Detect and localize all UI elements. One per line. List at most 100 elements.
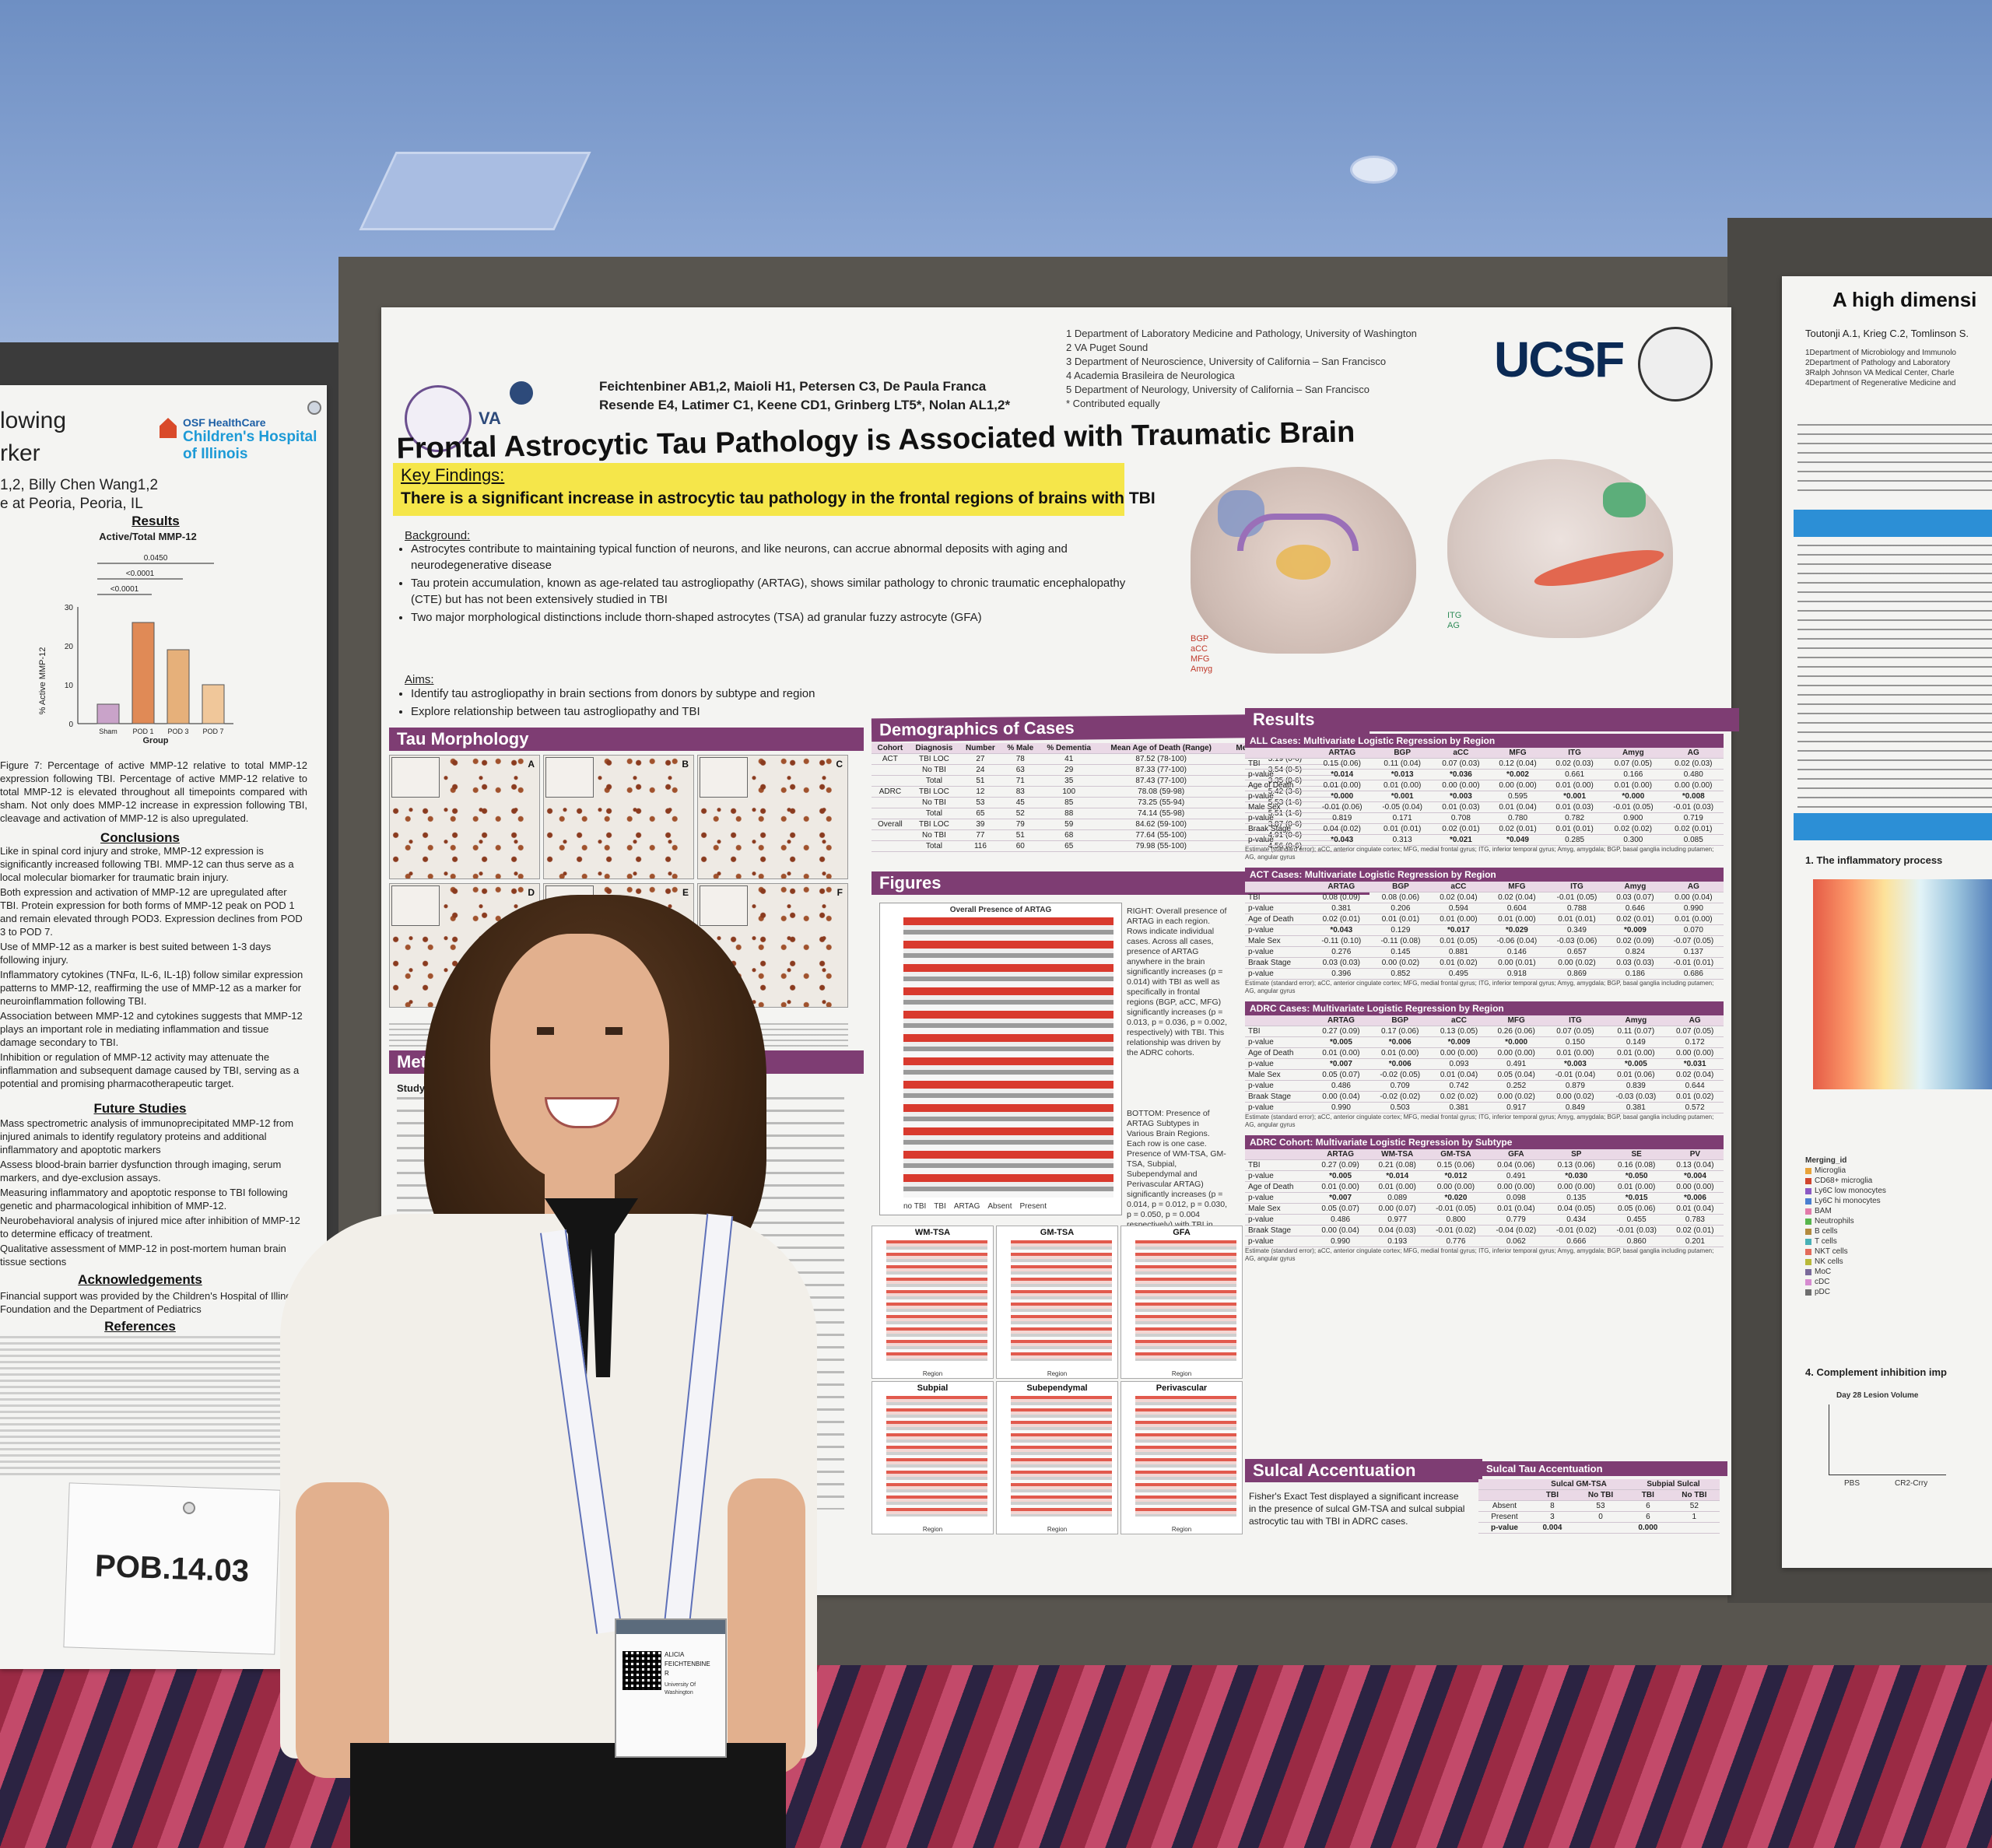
table-cell: 0.860 (1606, 1236, 1667, 1247)
table-cell: *0.043 (1311, 924, 1371, 936)
table-cell: 0.149 (1605, 1036, 1667, 1048)
table-cell: 0.709 (1370, 1080, 1431, 1092)
x-axis-label: Group (143, 736, 169, 745)
affiliation-line: 4 Academia Brasileira de Neurologica (1066, 370, 1235, 381)
table-cell: TBI LOC (908, 753, 960, 765)
table-cell: -0.03 (0.06) (1546, 935, 1608, 947)
table-cell: 0.01 (0.04) (1430, 1069, 1488, 1081)
conclusion-item: Inhibition or regulation of MMP-12 activ… (0, 1050, 307, 1090)
right-poster-title: A high dimensi (1832, 288, 1977, 311)
active-mmp12-chart: Active/Total MMP-12 0.0450 <0.0001 <0.00… (38, 531, 233, 745)
table-header-cell: BGP (1372, 748, 1433, 759)
left-poster: lowing rker 1,2, Billy Chen Wang1,2 e at… (0, 385, 327, 1669)
table-cell: 8 (1530, 1500, 1574, 1512)
tau-panel: C (697, 755, 848, 879)
table-cell: 0.05 (0.04) (1487, 1069, 1545, 1081)
table-row: Braak Stage 0.00 (0.04) -0.02 (0.02) 0.02 (… (1245, 1091, 1724, 1103)
badge-name-3: R (665, 1670, 669, 1677)
subtype-axis-label: Region (1171, 1370, 1192, 1377)
y-tick-label: 0 (68, 721, 73, 729)
table-cell: 0.644 (1666, 1080, 1724, 1092)
future-study-item: Qualitative assessment of MMP-12 in post… (0, 1242, 307, 1268)
table-cell: 24 (959, 764, 1001, 776)
table-cell: 0.00 (0.00) (1666, 1181, 1724, 1193)
subtype-axis-label: Region (922, 1526, 943, 1533)
table-cell: Braak Stage (1245, 823, 1313, 835)
references-block (0, 1336, 303, 1476)
table-cell: -0.11 (0.08) (1370, 935, 1430, 947)
table-cell (1573, 1522, 1628, 1534)
table-cell: 0.00 (0.07) (1369, 1203, 1426, 1215)
conclusion-item: Like in spinal cord injury and stroke, M… (0, 844, 307, 884)
table-row: p-value 0.004 0.000 (1478, 1522, 1720, 1534)
table-cell: ADRC (872, 786, 909, 798)
table-cell: *0.002 (1489, 769, 1547, 780)
table-header-cell: aCC (1430, 1015, 1488, 1026)
table-cell: TBI (1245, 1026, 1313, 1037)
ceiling-light-round (1350, 156, 1398, 184)
results-footnote: Estimate (standard error); aCC, anterior… (1245, 1113, 1714, 1128)
table-row: p-value 0.819 0.171 0.708 0.780 0.782 0.900 0.7… (1245, 812, 1724, 824)
table-cell: 0.252 (1487, 1080, 1545, 1092)
hospital-icon (160, 418, 177, 438)
table-cell: 0.11 (0.04) (1372, 758, 1433, 770)
table-cell: *0.005 (1312, 1170, 1370, 1182)
table-cell: 0.00 (0.00) (1487, 1047, 1545, 1059)
logo-line: Children's Hospital (183, 429, 317, 445)
region-itg-highlight (1531, 542, 1667, 594)
overall-artag-heatmap: Overall Presence of ARTAG no TBI TBI ARTAG… (879, 903, 1122, 1215)
table-cell: *0.020 (1426, 1192, 1486, 1204)
table-cell: p-value (1245, 769, 1313, 780)
table-cell: 0.201 (1666, 1236, 1724, 1247)
table-cell: 0.434 (1546, 1214, 1607, 1226)
table-cell: 0.00 (0.00) (1663, 780, 1724, 791)
affiliation-line: 2Department of Pathology and Laboratory (1805, 359, 1951, 367)
blue-banner (1794, 510, 1992, 537)
table-cell: *0.014 (1312, 769, 1373, 780)
legend-label: MoC (1815, 1268, 1832, 1276)
ack-text: Financial support was provided by the Ch… (0, 1290, 300, 1315)
legend-label: NKT cells (1815, 1247, 1848, 1256)
table-cell: 0.070 (1663, 924, 1724, 936)
table-header-cell: AG (1663, 748, 1724, 759)
table-cell: 0.849 (1545, 1102, 1606, 1113)
table-cell: 0.313 (1372, 834, 1433, 846)
bar-pod-1 (132, 622, 155, 724)
legend-label: CD68+ microglia (1815, 1176, 1873, 1185)
background-label: Background: (405, 529, 471, 542)
table-row: Age of Death 0.01 (0.00) 0.01 (0.00) 0.00 (… (1245, 1047, 1724, 1059)
table-cell: 0.085 (1663, 834, 1724, 846)
table-cell: 0.135 (1546, 1192, 1607, 1204)
table-cell: 0.800 (1426, 1214, 1486, 1226)
table-cell: *0.012 (1426, 1170, 1486, 1182)
table-cell: 0.990 (1312, 1236, 1370, 1247)
table-cell: TBI LOC (908, 786, 960, 798)
table-cell (872, 775, 909, 787)
table-cell: *0.006 (1666, 1192, 1724, 1204)
lesion-plot-x0: PBS (1844, 1479, 1860, 1488)
tau-panel: B (543, 755, 694, 879)
table-cell: Present (1478, 1511, 1531, 1523)
table-cell: 65 (959, 808, 1001, 819)
table-cell: 0.824 (1607, 946, 1664, 958)
table-cell (872, 764, 909, 776)
table-cell: *0.004 (1666, 1170, 1724, 1182)
legend-row: NK cells (1805, 1257, 1922, 1267)
table-row: Braak Stage 0.03 (0.03) 0.00 (0.02) 0.01 (0… (1245, 957, 1724, 969)
subtype-heatmap: Subpial Region (872, 1381, 994, 1534)
intro-text (1797, 545, 1992, 809)
table-cell: 0.186 (1607, 968, 1664, 980)
legend-label: cDC (1815, 1278, 1830, 1286)
table-cell: *0.005 (1312, 1036, 1370, 1048)
table-cell: 51 (1001, 829, 1040, 841)
table-cell: 0.27 (0.09) (1312, 1026, 1370, 1037)
table-cell: 0.01 (0.00) (1430, 913, 1487, 925)
table-group-row: Sulcal GM-TSA Subpial Sulcal (1478, 1479, 1720, 1490)
table-cell: -0.01 (0.03) (1606, 1225, 1667, 1236)
chart-title: Active/Total MMP-12 (99, 531, 196, 542)
person-face (490, 934, 669, 1183)
lesion-volume-plot (1829, 1404, 1946, 1475)
table-header-cell: MFG (1487, 1015, 1545, 1026)
table-cell: 0.491 (1485, 1170, 1547, 1182)
table-row: p-value 0.990 0.193 0.776 0.062 0.666 0.860 0.2… (1245, 1236, 1724, 1247)
